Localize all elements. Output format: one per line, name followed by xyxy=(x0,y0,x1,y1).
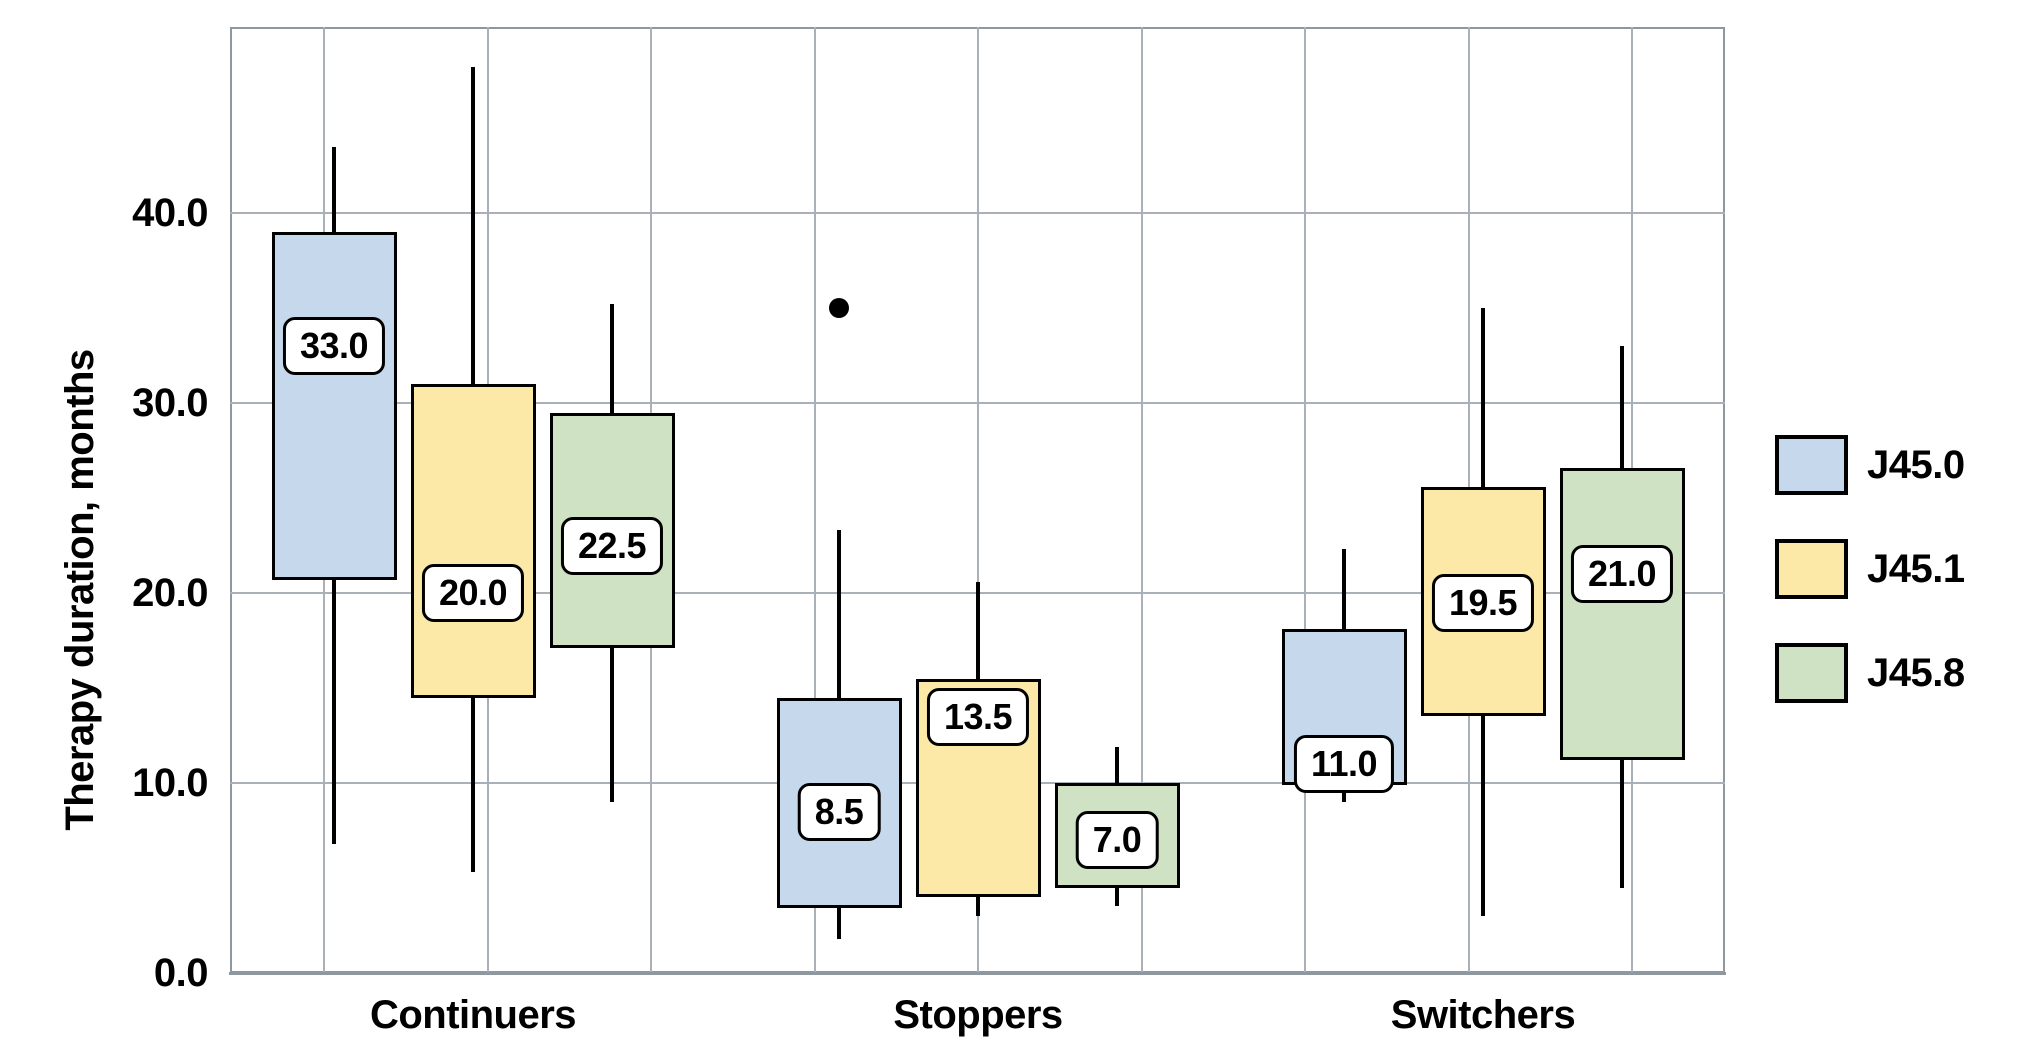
median-label-j45-0-switchers: 11.0 xyxy=(1293,735,1395,793)
legend-item-j45-0: J45.0 xyxy=(1775,435,1995,495)
x-category-label-stoppers: Stoppers xyxy=(893,993,1063,1037)
v-gridline xyxy=(1140,27,1143,973)
median-label-j45-0-continuers: 33.0 xyxy=(282,317,386,375)
legend-swatch xyxy=(1775,435,1848,495)
legend-label: J45.0 xyxy=(1867,443,1965,487)
outlier-point-j45-0-stoppers xyxy=(829,298,849,318)
x-category-label-continuers: Continuers xyxy=(369,993,577,1037)
median-label-j45-1-switchers: 19.5 xyxy=(1431,573,1535,632)
median-label-j45-8-continuers: 22.5 xyxy=(560,516,664,575)
legend-item-j45-1: J45.1 xyxy=(1775,539,1995,599)
median-label-j45-1-stoppers: 13.5 xyxy=(926,687,1030,746)
y-tick-label: 0.0 xyxy=(153,951,209,995)
median-label-j45-0-stoppers: 8.5 xyxy=(797,782,881,841)
y-tick-label: 30.0 xyxy=(132,381,208,425)
h-gridline xyxy=(230,402,1725,404)
median-label-j45-8-stoppers: 7.0 xyxy=(1075,811,1159,869)
median-label-j45-1-continuers: 20.0 xyxy=(421,564,525,622)
legend-swatch xyxy=(1775,539,1848,599)
median-label-j45-8-switchers: 21.0 xyxy=(1570,545,1674,603)
legend-label: J45.1 xyxy=(1867,547,1965,591)
y-tick-label: 20.0 xyxy=(132,571,208,615)
v-gridline xyxy=(977,27,979,973)
box-j45-0-continuers xyxy=(271,232,397,580)
legend-label: J45.8 xyxy=(1867,651,1965,695)
box-j45-8-switchers xyxy=(1559,467,1685,761)
h-gridline xyxy=(230,212,1725,214)
x-axis-line xyxy=(229,972,1726,975)
v-gridline xyxy=(813,27,816,973)
y-tick-label: 40.0 xyxy=(132,191,208,235)
box-j45-1-continuers xyxy=(410,384,536,698)
legend-swatch xyxy=(1775,643,1848,703)
v-gridline xyxy=(1304,27,1306,973)
x-category-label-switchers: Switchers xyxy=(1390,993,1576,1037)
y-tick-label: 10.0 xyxy=(132,761,208,805)
legend-item-j45-8: J45.8 xyxy=(1775,643,1995,703)
